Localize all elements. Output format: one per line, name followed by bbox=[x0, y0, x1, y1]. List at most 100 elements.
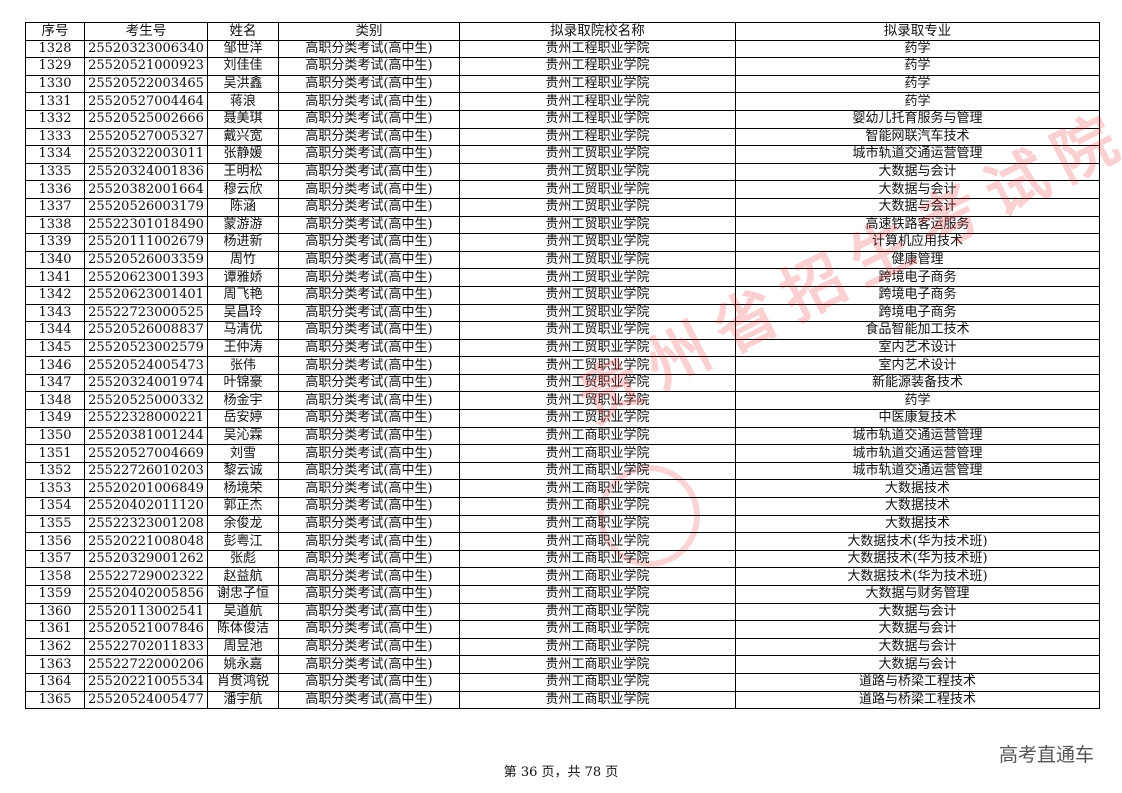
cell-major: 智能网联汽车技术 bbox=[735, 127, 1100, 147]
cell-name: 穆云欣 bbox=[207, 180, 279, 199]
cell-index: 1362 bbox=[25, 637, 85, 657]
table-row: 1351 25520527004669 刘雪 高职分类考试(高中生) 贵州工商职业学院城… bbox=[25, 444, 1100, 463]
cell-exam-number: 25520323006340 bbox=[84, 39, 208, 59]
cell-exam-number: 25520526008837 bbox=[84, 321, 208, 340]
cell-major: 大数据技术(华为技术班) bbox=[735, 567, 1100, 586]
cell-exam-number: 25520527005327 bbox=[84, 127, 208, 147]
cell-school: 贵州工商职业学院 bbox=[459, 532, 736, 551]
table-row: 1342 25520623001401 周飞艳 高职分类考试(高中生) 贵州工贸职业学院… bbox=[25, 285, 1100, 305]
cell-category: 高职分类考试(高中生) bbox=[278, 356, 460, 375]
cell-category: 高职分类考试(高中生) bbox=[278, 549, 460, 569]
header-name: 姓名 bbox=[207, 22, 279, 41]
table-row: 1355 25522323001208 余俊龙 高职分类考试(高中生) 贵州工商职业学院… bbox=[25, 514, 1100, 534]
table-row: 1344 25520526008837 马清优 高职分类考试(高中生) 贵州工贸职业学院… bbox=[25, 321, 1100, 340]
cell-exam-number: 25520324001974 bbox=[84, 373, 208, 393]
cell-index: 1332 bbox=[25, 109, 85, 129]
table-row: 1332 25520525002666 聂美琪 高职分类考试(高中生) 贵州工程职业学院… bbox=[25, 109, 1100, 129]
cell-exam-number: 25520524005477 bbox=[84, 690, 208, 710]
table-row: 1364 25520221005534 肖贯鸿锐 高职分类考试(高中生) 贵州工商职业学… bbox=[25, 672, 1100, 692]
cell-school: 贵州工贸职业学院 bbox=[459, 303, 736, 323]
table-row: 1353 25520201006849 杨境荣 高职分类考试(高中生) 贵州工商职业学院… bbox=[25, 479, 1100, 499]
cell-major: 大数据技术(华为技术班) bbox=[735, 532, 1100, 551]
cell-category: 高职分类考试(高中生) bbox=[278, 461, 460, 481]
cell-exam-number: 25520201006849 bbox=[84, 479, 208, 499]
cell-school: 贵州工程职业学院 bbox=[459, 127, 736, 147]
cell-category: 高职分类考试(高中生) bbox=[278, 127, 460, 147]
cell-index: 1333 bbox=[25, 127, 85, 147]
header-school: 拟录取院校名称 bbox=[459, 22, 736, 41]
cell-name: 蒋浪 bbox=[207, 92, 279, 111]
table-row: 1340 25520526003359 周竹 高职分类考试(高中生) 贵州工贸职业学院健… bbox=[25, 250, 1100, 270]
cell-category: 高职分类考试(高中生) bbox=[278, 637, 460, 657]
cell-exam-number: 25520525002666 bbox=[84, 109, 208, 129]
cell-major: 城市轨道交通运营管理 bbox=[735, 426, 1100, 446]
cell-school: 贵州工程职业学院 bbox=[459, 74, 736, 94]
cell-category: 高职分类考试(高中生) bbox=[278, 233, 460, 252]
cell-category: 高职分类考试(高中生) bbox=[278, 602, 460, 622]
cell-major: 健康管理 bbox=[735, 250, 1100, 270]
cell-category: 高职分类考试(高中生) bbox=[278, 303, 460, 323]
cell-school: 贵州工商职业学院 bbox=[459, 637, 736, 657]
table-row: 1357 25520329001262 张彪 高职分类考试(高中生) 贵州工商职业学院大… bbox=[25, 549, 1100, 569]
cell-name: 杨金宇 bbox=[207, 391, 279, 411]
cell-category: 高职分类考试(高中生) bbox=[278, 285, 460, 305]
cell-exam-number: 25520402005856 bbox=[84, 585, 208, 604]
cell-exam-number: 25520221005534 bbox=[84, 672, 208, 692]
cell-major: 中医康复技术 bbox=[735, 409, 1100, 428]
cell-index: 1338 bbox=[25, 215, 85, 235]
cell-category: 高职分类考试(高中生) bbox=[278, 690, 460, 710]
cell-major: 室内艺术设计 bbox=[735, 338, 1100, 358]
cell-index: 1364 bbox=[25, 672, 85, 692]
cell-category: 高职分类考试(高中生) bbox=[278, 92, 460, 111]
cell-exam-number: 25522723000525 bbox=[84, 303, 208, 323]
cell-school: 贵州工商职业学院 bbox=[459, 497, 736, 516]
cell-index: 1345 bbox=[25, 338, 85, 358]
cell-school: 贵州工贸职业学院 bbox=[459, 145, 736, 164]
cell-school: 贵州工商职业学院 bbox=[459, 549, 736, 569]
cell-major: 大数据技术 bbox=[735, 497, 1100, 516]
cell-name: 郭正杰 bbox=[207, 497, 279, 516]
cell-category: 高职分类考试(高中生) bbox=[278, 39, 460, 59]
cell-index: 1354 bbox=[25, 497, 85, 516]
cell-index: 1330 bbox=[25, 74, 85, 94]
cell-name: 陈涵 bbox=[207, 197, 279, 217]
cell-school: 贵州工贸职业学院 bbox=[459, 409, 736, 428]
admission-table: 序号 考生号 姓名 类别 拟录取院校名称 拟录取专业 1328 255203230… bbox=[25, 22, 1100, 710]
cell-index: 1356 bbox=[25, 532, 85, 551]
page-number: 第 36 页，共 78 页 bbox=[503, 765, 619, 780]
cell-name: 杨境荣 bbox=[207, 479, 279, 499]
cell-school: 贵州工商职业学院 bbox=[459, 602, 736, 622]
cell-name: 刘佳佳 bbox=[207, 57, 279, 76]
cell-name: 张静媛 bbox=[207, 145, 279, 164]
cell-major: 跨境电子商务 bbox=[735, 303, 1100, 323]
cell-category: 高职分类考试(高中生) bbox=[278, 268, 460, 287]
cell-exam-number: 25520525000332 bbox=[84, 391, 208, 411]
cell-school: 贵州工商职业学院 bbox=[459, 426, 736, 446]
table-row: 1339 25520111002679 杨进新 高职分类考试(高中生) 贵州工贸职业学院… bbox=[25, 233, 1100, 252]
cell-category: 高职分类考试(高中生) bbox=[278, 620, 460, 639]
cell-school: 贵州工程职业学院 bbox=[459, 109, 736, 129]
cell-school: 贵州工程职业学院 bbox=[459, 57, 736, 76]
cell-exam-number: 25520381001244 bbox=[84, 426, 208, 446]
cell-category: 高职分类考试(高中生) bbox=[278, 514, 460, 534]
table-row: 1336 25520382001664 穆云欣 高职分类考试(高中生) 贵州工贸职业学院… bbox=[25, 180, 1100, 199]
table-row: 1334 25520322003011 张静媛 高职分类考试(高中生) 贵州工贸职业学院… bbox=[25, 145, 1100, 164]
cell-name: 余俊龙 bbox=[207, 514, 279, 534]
cell-school: 贵州工程职业学院 bbox=[459, 92, 736, 111]
table-row: 1331 25520527004464 蒋浪 高职分类考试(高中生) 贵州工程职业学院药… bbox=[25, 92, 1100, 111]
cell-name: 周飞艳 bbox=[207, 285, 279, 305]
cell-name: 蒙游游 bbox=[207, 215, 279, 235]
cell-major: 药学 bbox=[735, 92, 1100, 111]
cell-major: 大数据技术(华为技术班) bbox=[735, 549, 1100, 569]
cell-major: 药学 bbox=[735, 74, 1100, 94]
cell-category: 高职分类考试(高中生) bbox=[278, 567, 460, 586]
cell-exam-number: 25520523002579 bbox=[84, 338, 208, 358]
cell-major: 大数据技术 bbox=[735, 479, 1100, 499]
cell-category: 高职分类考试(高中生) bbox=[278, 215, 460, 235]
cell-name: 岳安婷 bbox=[207, 409, 279, 428]
cell-index: 1328 bbox=[25, 39, 85, 59]
cell-category: 高职分类考试(高中生) bbox=[278, 655, 460, 674]
cell-category: 高职分类考试(高中生) bbox=[278, 532, 460, 551]
cell-exam-number: 25520113002541 bbox=[84, 602, 208, 622]
cell-school: 贵州工贸职业学院 bbox=[459, 391, 736, 411]
